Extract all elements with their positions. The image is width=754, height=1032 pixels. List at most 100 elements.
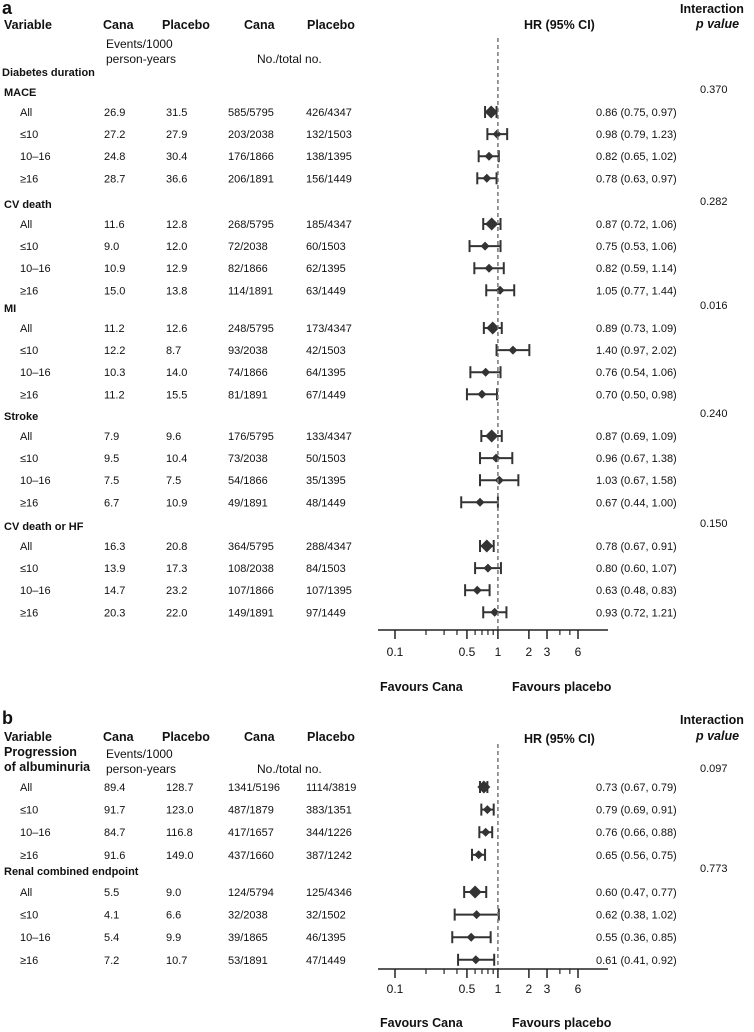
panel-a-group-0-row-3-cana-rate: 28.7: [104, 173, 125, 185]
panel-a-group-3-row-1-label: ≤10: [20, 453, 38, 465]
panel-b-events-label-2: person-years: [106, 762, 177, 776]
panel-a-group-2-row-2-hr-marker: [481, 367, 491, 377]
panel-b-group-1-row-0-cana-count: 124/5794: [228, 887, 274, 899]
panel-b-group-1-row-1-cana-rate: 4.1: [104, 910, 119, 922]
panel-a-group-1-row-0-hr-text: 0.87 (0.72, 1.06): [596, 219, 677, 231]
panel-b-header-cana: Cana: [103, 730, 134, 744]
panel-a-group-1-row-1-placebo-rate: 12.0: [166, 241, 187, 253]
panel-b-group-1-row-2-hr-text: 0.55 (0.36, 0.85): [596, 932, 677, 944]
panel-a-group-3-row-3-hr-marker: [475, 497, 485, 507]
panel-b-tick-label-4: 3: [544, 982, 551, 996]
panel-a-group-3-row-3-cana-rate: 6.7: [104, 497, 119, 509]
panel-a-tick-label-3: 2: [526, 645, 533, 659]
panel-a-group-4-row-1-placebo-count: 84/1503: [306, 563, 346, 575]
panel-b-group-1-row-3-cana-rate: 7.2: [104, 955, 119, 967]
panel-a-group-4-row-2-cana-rate: 14.7: [104, 585, 125, 597]
panel-a-group-2-p-value: 0.016: [700, 300, 728, 312]
panel-a-group-0-row-1-hr-marker: [492, 129, 502, 139]
panel-a-group-0-row-1-placebo-count: 132/1503: [306, 129, 352, 141]
panel-a-group-2-row-1-hr-marker: [508, 345, 518, 355]
panel-a-group-2-row-0-placebo-rate: 12.6: [166, 323, 187, 335]
panel-a-group-4-row-2-label: 10–16: [20, 585, 51, 597]
panel-b-group-0-row-3-label: ≥16: [20, 850, 38, 862]
panel-a-group-0-row-3-label: ≥16: [20, 173, 38, 185]
panel-b-letter: b: [2, 708, 13, 728]
panel-a-group-0-row-0-hr-marker: [484, 105, 498, 119]
panel-b-group-1-row-3-placebo-rate: 10.7: [166, 955, 187, 967]
panel-a-group-1-row-3-cana-rate: 15.0: [104, 285, 125, 297]
panel-a-group-0-row-2-cana-count: 176/1866: [228, 151, 274, 163]
panel-b-group-0-row-2-hr-text: 0.76 (0.66, 0.88): [596, 827, 677, 839]
panel-a-group-1-p-value: 0.282: [700, 196, 728, 208]
panel-b-group-0-row-0-cana-count: 1341/5196: [228, 782, 280, 794]
panel-a-group-3-row-3-label: ≥16: [20, 497, 38, 509]
panel-b-header-cana-count: Cana: [244, 730, 275, 744]
panel-a-group-4-row-2-hr-text: 0.63 (0.48, 0.83): [596, 585, 677, 597]
panel-a-header-pvalue: p value: [696, 17, 740, 31]
panel-a-group-2-row-3-cana-rate: 11.2: [104, 389, 125, 401]
panel-b-group-1-row-0-placebo-rate: 9.0: [166, 887, 181, 899]
panel-b-group-1-row-0-hr-text: 0.60 (0.47, 0.77): [596, 887, 677, 899]
panel-b-group-1-row-1-cana-count: 32/2038: [228, 910, 268, 922]
panel-a-tick-label-4: 3: [544, 645, 551, 659]
panel-a-group-4-row-3-hr-marker: [490, 607, 500, 617]
panel-b-group-1-row-0-placebo-count: 125/4346: [306, 887, 352, 899]
panel-a-group-3-row-2-cana-rate: 7.5: [104, 475, 119, 487]
panel-a-group-0-row-2-hr-marker: [484, 151, 494, 161]
panel-b-group-0-row-2-cana-count: 417/1657: [228, 827, 274, 839]
panel-a-header-cana: Cana: [103, 18, 134, 32]
panel-b-group-0-row-3-cana-rate: 91.6: [104, 850, 125, 862]
panel-a-group-3-row-3-hr-text: 0.67 (0.44, 1.00): [596, 497, 677, 509]
panel-b-group-1-row-2-placebo-rate: 9.9: [166, 932, 181, 944]
panel-a-group-1-row-1-cana-rate: 9.0: [104, 241, 119, 253]
panel-a-tick-label-5: 6: [575, 645, 582, 659]
panel-b-group-1-row-3-hr-marker: [471, 955, 481, 965]
panel-a-group-3-row-2-hr-marker: [494, 475, 504, 485]
panel-a-group-2-row-1-placebo-rate: 8.7: [166, 345, 181, 357]
panel-a-group-0-row-3-hr-text: 0.78 (0.63, 0.97): [596, 173, 677, 185]
panel-a-group-3-row-0-placebo-rate: 9.6: [166, 431, 181, 443]
panel-a-group-2-row-2-cana-count: 74/1866: [228, 367, 268, 379]
panel-a-group-0-row-2-placebo-rate: 30.4: [166, 151, 187, 163]
panel-a-group-4-row-0-label: All: [20, 541, 32, 553]
panel-a-group-4-row-3-cana-count: 149/1891: [228, 607, 274, 619]
panel-a-group-4-row-0-hr-marker: [480, 539, 494, 553]
panel-b-header-pvalue: p value: [696, 729, 740, 743]
panel-a-group-0-row-3-placebo-rate: 36.6: [166, 173, 187, 185]
panel-b-favours-placebo: Favours placebo: [512, 1016, 612, 1030]
panel-a-group-0-row-2-placebo-count: 138/1395: [306, 151, 352, 163]
panel-b-group-0-row-2-hr-marker: [481, 827, 491, 837]
panel-b-group-1-row-1-placebo-rate: 6.6: [166, 910, 181, 922]
panel-a-group-2-row-2-label: 10–16: [20, 367, 51, 379]
panel-a-header-placebo-count: Placebo: [307, 18, 355, 32]
panel-b-group-0-row-0-label: All: [20, 782, 32, 794]
panel-b-group-1-p-value: 0.773: [700, 863, 728, 875]
panel-b-group-0-row-3-hr-text: 0.65 (0.56, 0.75): [596, 850, 677, 862]
panel-a-group-2-row-3-cana-count: 81/1891: [228, 389, 268, 401]
panel-a-group-0-row-0-hr-text: 0.86 (0.75, 0.97): [596, 107, 677, 119]
panel-a-group-3-row-0-hr-text: 0.87 (0.69, 1.09): [596, 431, 677, 443]
panel-b-group-1-row-2-placebo-count: 46/1395: [306, 932, 346, 944]
panel-b-progression-label-2: of albuminuria: [4, 760, 91, 774]
panel-a-group-4-row-0-placebo-rate: 20.8: [166, 541, 187, 553]
panel-a-events-label-2: person-years: [106, 52, 177, 66]
panel-a-group-1-row-2-hr-marker: [484, 263, 494, 273]
panel-b-group-0-row-0-hr-text: 0.73 (0.67, 0.79): [596, 782, 677, 794]
panel-a-group-1-row-1-cana-count: 72/2038: [228, 241, 268, 253]
panel-a-group-0-row-1-placebo-rate: 27.9: [166, 129, 187, 141]
panel-a-group-4-row-0-cana-count: 364/5795: [228, 541, 274, 553]
panel-a-favours-cana: Favours Cana: [380, 680, 463, 694]
panel-a-group-0-row-0-placebo-count: 426/4347: [306, 107, 352, 119]
panel-a-group-3-row-2-hr-text: 1.03 (0.67, 1.58): [596, 475, 677, 487]
panel-a-group-1-row-3-placebo-count: 63/1449: [306, 285, 346, 297]
panel-b-group-1-row-0-label: All: [20, 887, 32, 899]
panel-b-group-0-row-2-placebo-rate: 116.8: [166, 827, 193, 839]
panel-b-group-1-row-3-cana-count: 53/1891: [228, 955, 268, 967]
panel-a-group-0-title: MACE: [4, 87, 36, 99]
panel-a-group-3-title: Stroke: [4, 411, 38, 423]
panel-a-group-0-row-3-cana-count: 206/1891: [228, 173, 274, 185]
panel-b-tick-label-5: 6: [575, 982, 582, 996]
panel-a-group-0-row-0-label: All: [20, 107, 32, 119]
panel-a-group-3-row-1-placebo-rate: 10.4: [166, 453, 187, 465]
panel-b-group-1-row-2-cana-rate: 5.4: [104, 932, 119, 944]
